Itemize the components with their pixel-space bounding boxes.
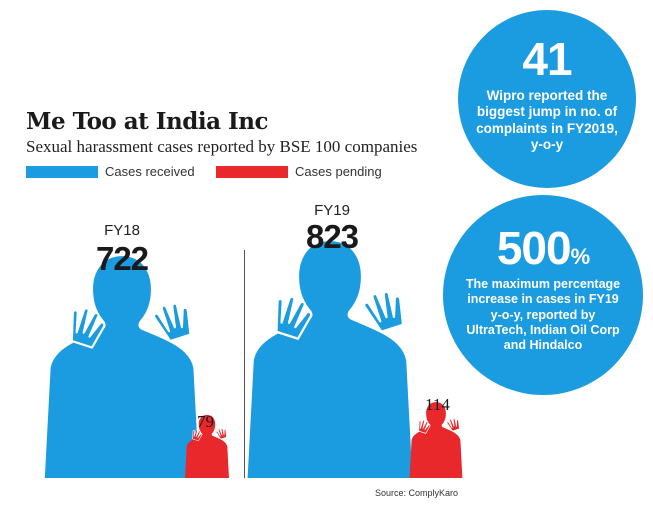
callout-number: 500: [496, 222, 572, 274]
legend-swatch-received: [26, 165, 98, 178]
data-label-pending-fy18: 79: [197, 412, 214, 431]
hand-right: [446, 417, 460, 432]
hand-right: [215, 428, 227, 440]
figure-pending-fy19: [409, 402, 463, 478]
category-label-fy19: FY19: [314, 202, 350, 219]
hand-right: [363, 290, 405, 333]
data-label-received-fy19: 823: [305, 218, 359, 255]
legend-swatch-pending: [216, 165, 288, 178]
legend-item-pending: Cases pending: [216, 164, 382, 179]
legend-item-received: Cases received: [26, 164, 195, 179]
callout-circle-max-increase: 500% The maximum percentage increase in …: [443, 195, 643, 395]
category-label-fy18: FY18: [104, 222, 140, 239]
chart-subtitle: Sexual harassment cases reported by BSE …: [26, 137, 418, 156]
hand-left: [275, 295, 313, 340]
callout-text-wipro: Wipro reported the biggest jump in no. o…: [476, 88, 618, 153]
hand-left: [192, 429, 203, 442]
chart-title: Me Too at India Inc: [26, 108, 269, 135]
callout-value-max-increase: 500%: [496, 222, 591, 274]
figure-received-fy18: [44, 256, 200, 478]
figure-pending-fy18: [185, 414, 229, 478]
source-note: Source: ComplyKaro: [375, 488, 459, 498]
callout-circle-wipro: 41 Wipro reported the biggest jump in no…: [458, 10, 636, 188]
data-label-pending-fy19: 114: [425, 395, 450, 414]
hand-left: [70, 307, 106, 349]
callout-text-max-increase: The maximum percentage increase in cases…: [465, 277, 621, 352]
hand-left: [418, 419, 431, 434]
data-label-received-fy18: 722: [95, 240, 149, 277]
legend-label-pending: Cases pending: [295, 164, 382, 179]
legend-label-received: Cases received: [105, 164, 195, 179]
year-divider: [244, 250, 245, 478]
figure-received-fy19: [247, 241, 413, 478]
hand-right: [152, 302, 192, 343]
percent-sign: %: [570, 244, 591, 269]
callout-value-wipro: 41: [522, 33, 572, 85]
